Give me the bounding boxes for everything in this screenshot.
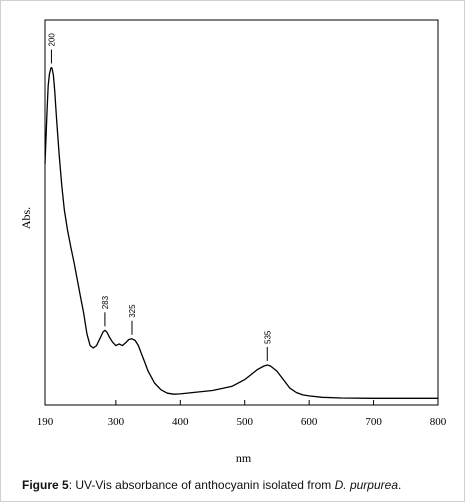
x-tick-label-190: 190 xyxy=(37,416,54,428)
x-axis-title: nm xyxy=(236,451,252,465)
x-tick-label-600: 600 xyxy=(301,416,318,428)
x-tick-label-800: 800 xyxy=(430,416,447,428)
uv-vis-chart: 190 300 400 500 600 700 800 nm Abs. 200 283 325 535 xyxy=(19,19,447,465)
spectrum-line xyxy=(44,66,438,399)
x-tick-label-700: 700 xyxy=(365,416,382,428)
caption-end: . xyxy=(398,478,402,492)
x-tick-label-500: 500 xyxy=(236,416,253,428)
peak-label-535: 535 xyxy=(263,330,272,344)
caption-label: Figure 5 xyxy=(22,478,69,492)
plot-area-border xyxy=(44,19,439,406)
y-axis-title: Abs. xyxy=(19,207,33,229)
peak-label-325: 325 xyxy=(128,304,137,318)
caption-species: D. purpurea xyxy=(334,478,398,492)
peak-label-200: 200 xyxy=(47,33,56,47)
x-tick-label-400: 400 xyxy=(172,416,189,428)
figure-caption: Figure 5: UV-Vis absorbance of anthocyan… xyxy=(22,478,401,492)
peak-label-283: 283 xyxy=(101,295,110,309)
x-tick-label-300: 300 xyxy=(108,416,125,428)
caption-text: : UV-Vis absorbance of anthocyanin isola… xyxy=(68,478,335,492)
